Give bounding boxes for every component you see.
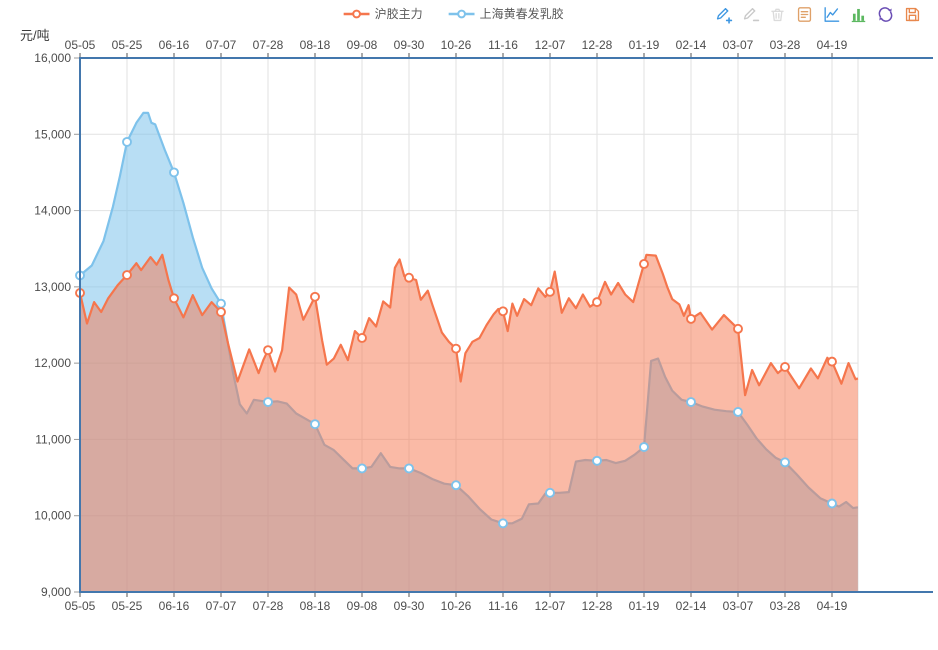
restore-icon[interactable] bbox=[875, 4, 895, 24]
svg-text:10,000: 10,000 bbox=[34, 509, 71, 523]
svg-text:11,000: 11,000 bbox=[35, 432, 71, 446]
svg-text:02-14: 02-14 bbox=[676, 38, 707, 52]
svg-text:08-18: 08-18 bbox=[300, 38, 331, 52]
svg-text:06-16: 06-16 bbox=[159, 38, 190, 52]
svg-text:07-07: 07-07 bbox=[206, 599, 237, 613]
svg-text:09-08: 09-08 bbox=[347, 599, 378, 613]
svg-text:12-28: 12-28 bbox=[582, 599, 613, 613]
svg-text:11-16: 11-16 bbox=[488, 599, 518, 613]
line-chart-icon[interactable] bbox=[821, 4, 841, 24]
chart-header: 沪胶主力 上海黄春发乳胶 bbox=[0, 0, 938, 30]
svg-text:12-07: 12-07 bbox=[535, 38, 566, 52]
svg-text:04-19: 04-19 bbox=[817, 38, 848, 52]
legend-item-huangchunfa[interactable]: 上海黄春发乳胶 bbox=[448, 5, 564, 22]
svg-text:10-26: 10-26 bbox=[441, 599, 472, 613]
svg-text:07-28: 07-28 bbox=[253, 38, 284, 52]
svg-text:03-28: 03-28 bbox=[770, 599, 801, 613]
svg-text:05-05: 05-05 bbox=[65, 38, 96, 52]
marker-remove-icon[interactable] bbox=[740, 4, 760, 24]
svg-text:07-07: 07-07 bbox=[206, 38, 237, 52]
svg-text:01-19: 01-19 bbox=[629, 599, 660, 613]
svg-text:06-16: 06-16 bbox=[159, 599, 190, 613]
legend-line-marker-icon bbox=[448, 9, 475, 19]
legend-item-label: 上海黄春发乳胶 bbox=[479, 7, 564, 21]
marker-add-icon[interactable] bbox=[713, 4, 733, 24]
svg-text:12,000: 12,000 bbox=[34, 356, 71, 370]
svg-text:04-19: 04-19 bbox=[817, 599, 848, 613]
data-view-icon[interactable] bbox=[794, 4, 814, 24]
svg-text:15,000: 15,000 bbox=[34, 127, 71, 141]
svg-text:11-16: 11-16 bbox=[488, 38, 518, 52]
svg-text:03-07: 03-07 bbox=[723, 599, 754, 613]
legend-line-marker-icon bbox=[343, 9, 370, 19]
svg-text:01-19: 01-19 bbox=[629, 38, 660, 52]
svg-text:9,000: 9,000 bbox=[41, 585, 71, 599]
svg-text:03-07: 03-07 bbox=[723, 38, 754, 52]
marker-clear-icon[interactable] bbox=[767, 4, 787, 24]
svg-text:05-05: 05-05 bbox=[65, 599, 96, 613]
legend: 沪胶主力 上海黄春发乳胶 bbox=[343, 5, 564, 22]
svg-text:14,000: 14,000 bbox=[34, 204, 71, 218]
svg-text:02-14: 02-14 bbox=[676, 599, 707, 613]
svg-text:07-28: 07-28 bbox=[253, 599, 284, 613]
legend-item-label: 沪胶主力 bbox=[374, 7, 423, 21]
svg-text:09-08: 09-08 bbox=[347, 38, 378, 52]
svg-text:09-30: 09-30 bbox=[394, 599, 425, 613]
toolbar bbox=[713, 4, 922, 24]
svg-text:05-25: 05-25 bbox=[112, 599, 143, 613]
svg-text:05-25: 05-25 bbox=[112, 38, 143, 52]
svg-text:08-18: 08-18 bbox=[300, 599, 331, 613]
svg-text:16,000: 16,000 bbox=[34, 51, 71, 65]
svg-text:12-28: 12-28 bbox=[582, 38, 613, 52]
svg-text:13,000: 13,000 bbox=[34, 280, 71, 294]
svg-text:03-28: 03-28 bbox=[770, 38, 801, 52]
svg-text:元/吨: 元/吨 bbox=[20, 28, 50, 43]
svg-text:09-30: 09-30 bbox=[394, 38, 425, 52]
save-image-icon[interactable] bbox=[902, 4, 922, 24]
bar-chart-icon[interactable] bbox=[848, 4, 868, 24]
svg-text:12-07: 12-07 bbox=[535, 599, 566, 613]
legend-item-hujiao[interactable]: 沪胶主力 bbox=[343, 5, 423, 22]
svg-text:10-26: 10-26 bbox=[441, 38, 472, 52]
